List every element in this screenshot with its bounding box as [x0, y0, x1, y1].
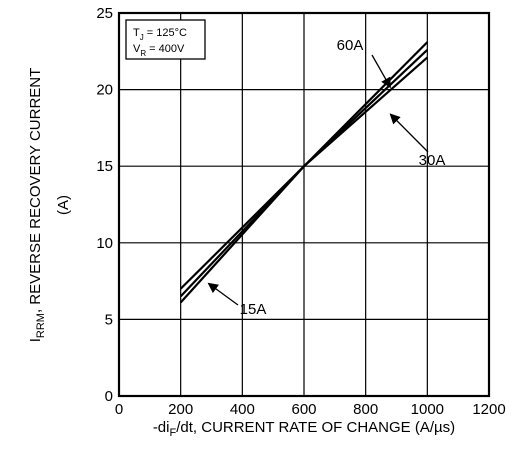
- series-annotations: 60A 30A 15A: [207, 37, 446, 318]
- y-tick-label: 0: [105, 388, 113, 405]
- annotation-arrow-60a: [371, 54, 391, 89]
- conditions-box: TJ = 125°C VR = 400V: [125, 19, 206, 60]
- x-tick-label: 800: [353, 401, 378, 418]
- annotation-label-30a: 30A: [419, 152, 446, 169]
- grid: [119, 13, 489, 396]
- tick-labels: 0 200 400 600 800 1000 1200 0 5 10 15 20 25: [96, 5, 505, 418]
- x-tick-label: 600: [291, 401, 316, 418]
- x-tick-label: 0: [115, 401, 123, 418]
- vr-condition: VR = 400V: [133, 43, 185, 58]
- y-tick-label: 5: [105, 311, 113, 328]
- y-tick-label: 20: [96, 82, 113, 99]
- x-tick-label: 1200: [472, 401, 505, 418]
- annotation-label-15a: 15A: [240, 301, 267, 318]
- x-tick-label: 400: [230, 401, 255, 418]
- x-tick-label: 1000: [411, 401, 444, 418]
- annotation-label-60a: 60A: [337, 37, 364, 54]
- series-line-15a: [179, 56, 429, 290]
- plot-frame: [117, 11, 491, 398]
- y-tick-label: 25: [96, 5, 113, 22]
- y-tick-label: 10: [96, 235, 113, 252]
- y-tick-label: 15: [96, 158, 113, 175]
- y-axis-title: IRRM, REVERSE RECOVERY CURRENT: [27, 68, 47, 343]
- x-axis-title: -diF/dt, CURRENT RATE OF CHANGE (A/µs): [153, 419, 455, 439]
- x-tick-label: 200: [168, 401, 193, 418]
- annotation-arrow-30a: [389, 113, 429, 153]
- annotation-arrow-15a: [207, 282, 239, 306]
- tj-condition: TJ = 125°C: [133, 27, 187, 42]
- y-axis-title-unit: (A): [55, 195, 72, 215]
